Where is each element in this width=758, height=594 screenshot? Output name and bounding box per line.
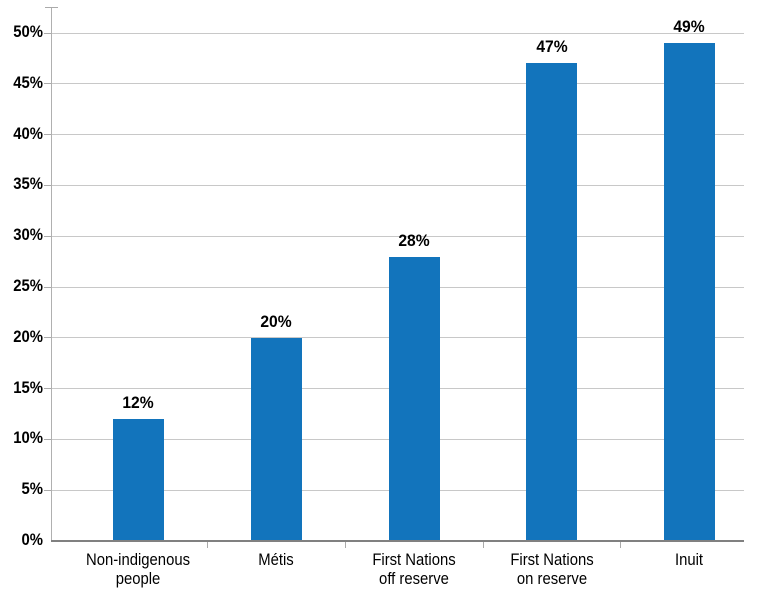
y-axis-line [51, 7, 52, 541]
y-axis-tick-label: 25% [13, 277, 44, 295]
y-axis-tick-label: 10% [13, 429, 44, 448]
y-axis-tick-label: 30% [13, 226, 44, 245]
x-axis-tick [620, 542, 622, 548]
y-axis-tick [44, 489, 51, 491]
gridline [51, 83, 744, 85]
category-label: First Nations on reserve [509, 551, 594, 588]
x-axis-tick [345, 542, 346, 548]
y-axis-tick-label: 15% [13, 378, 44, 397]
y-axis-tick-label: 40% [13, 124, 44, 143]
category-label: Métis [258, 551, 294, 569]
y-axis-tick [44, 438, 51, 440]
bar [388, 256, 440, 541]
y-axis-tick [44, 134, 51, 136]
x-axis-tick [207, 542, 208, 548]
bar-value-label: 12% [122, 393, 154, 413]
y-axis-tick-label: 0% [21, 531, 43, 549]
y-axis-tick-label: 20% [13, 327, 44, 346]
y-axis-tick-label: 45% [13, 73, 44, 92]
y-axis-tick [44, 235, 51, 237]
x-axis-line [51, 540, 744, 542]
bar-value-label: 20% [260, 311, 292, 331]
bar [526, 63, 577, 541]
y-axis-tick-label: 35% [13, 175, 44, 194]
bar [663, 43, 715, 541]
bar-value-label: 49% [673, 17, 705, 37]
bar-value-label: 47% [535, 37, 568, 57]
y-axis-tick [44, 83, 51, 85]
y-axis-tick [44, 32, 51, 34]
bar [250, 337, 302, 541]
y-axis-tick [44, 337, 51, 339]
category-label: First Nations off reserve [372, 551, 456, 588]
y-axis-tick [44, 388, 51, 390]
y-axis-tick [44, 286, 51, 288]
gridline [51, 32, 744, 34]
y-axis-tick [44, 184, 51, 186]
bar [112, 419, 164, 541]
gridline [51, 235, 744, 237]
gridline [51, 184, 744, 186]
y-axis-tick-label: 50% [13, 23, 44, 41]
bar-value-label: 28% [398, 230, 430, 250]
y-axis-tick-label: 5% [21, 480, 43, 499]
y-axis-end-tick [45, 7, 58, 8]
x-axis-tick [482, 542, 484, 548]
category-label: Non-indigenous people [85, 551, 191, 588]
gridline [51, 134, 744, 136]
category-label: Inuit [674, 551, 704, 569]
